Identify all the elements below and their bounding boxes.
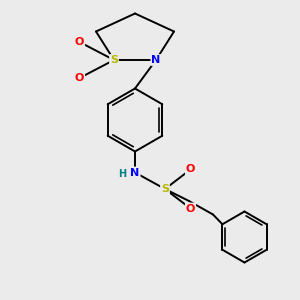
Text: N: N [130, 167, 140, 178]
Text: H: H [118, 169, 127, 179]
Text: S: S [161, 184, 169, 194]
Text: N: N [152, 55, 160, 65]
Text: O: O [186, 203, 195, 214]
Text: O: O [186, 164, 195, 175]
Text: O: O [75, 37, 84, 47]
Text: S: S [110, 55, 118, 65]
Text: O: O [75, 73, 84, 83]
